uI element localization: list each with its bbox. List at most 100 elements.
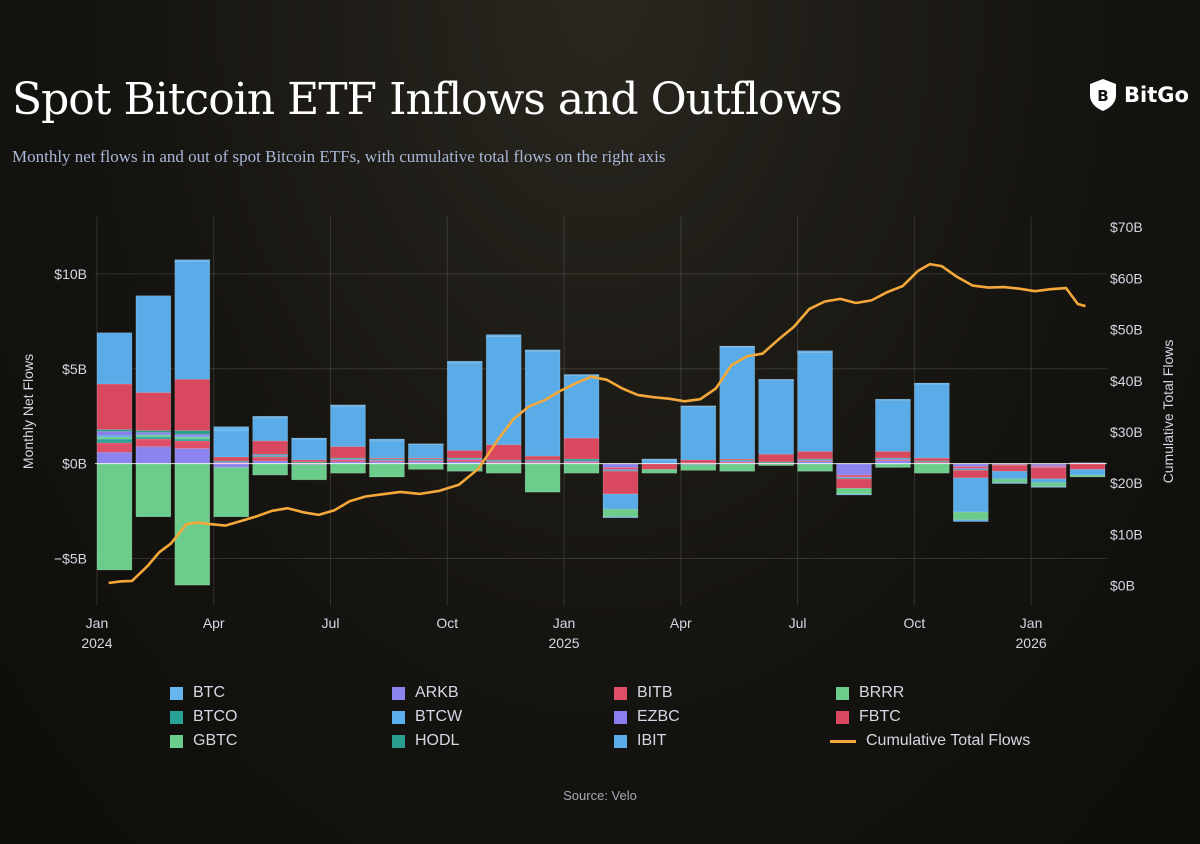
y2-tick-label: $0B: [1110, 578, 1135, 594]
legend-label: BTC: [193, 684, 225, 701]
legend-item-bitb[interactable]: BITB: [614, 684, 673, 702]
legend-item-btc[interactable]: BTC: [170, 684, 225, 702]
legend-label: ARKB: [415, 684, 459, 701]
bar-segment-fbtc: [991, 465, 1028, 472]
bar-segment-gbtc: [252, 463, 288, 476]
x-tick-label: Apr: [670, 615, 692, 631]
bar-segment-ibit: [914, 383, 950, 459]
bar-segment-bitb: [174, 440, 211, 449]
bar-segment-btc: [252, 415, 288, 419]
x-tick-label: Jul: [789, 615, 807, 631]
bar-segment-hodl: [485, 459, 522, 462]
bar-segment-ibit: [602, 493, 639, 510]
legend-item-cumulative[interactable]: Cumulative Total Flows: [830, 732, 1030, 750]
bar-segment-fbtc: [602, 470, 639, 495]
bar-segment-fbtc: [914, 457, 950, 462]
y2-tick-label: $10B: [1110, 526, 1143, 542]
bar-segment-gbtc: [213, 467, 249, 518]
bar-segment-fbtc: [447, 450, 483, 459]
legend-swatch: [836, 710, 849, 724]
flows-chart: $10B $5B $0B −$5B Jan 2024 Apr Jul Oct Jan 2025 Apr…: [20, 219, 1176, 651]
legend-line-swatch: [830, 739, 856, 743]
legend-item-arkb[interactable]: ARKB: [392, 684, 459, 702]
x-tick-label-year: 2026: [1016, 635, 1047, 651]
legend-item-btco[interactable]: BTCO: [170, 708, 237, 726]
y-axis-label: Monthly Net Flows: [20, 354, 36, 469]
bar-segment-btc: [447, 360, 483, 364]
legend-label: GBTC: [193, 732, 238, 749]
legend-swatch: [392, 734, 405, 748]
bar-segment-fbtc: [213, 456, 249, 462]
bar-segment-btc: [680, 405, 717, 408]
bar-segment-ibit: [1030, 478, 1067, 483]
y2-axis-label: Cumulative Total Flows: [1160, 340, 1176, 484]
brand-logo-text: BitGo: [1124, 83, 1189, 107]
bar-segment-fbtc: [641, 463, 678, 470]
bar-segment-ibit: [96, 332, 133, 385]
legend-label: HODL: [415, 732, 460, 749]
legend-label: IBIT: [637, 732, 667, 749]
bar-segment-arkb: [213, 463, 249, 468]
bar-segment-btc: [758, 378, 794, 381]
y2-tick-label: $30B: [1110, 424, 1143, 440]
bar-segment-ibit: [991, 470, 1028, 480]
bar-segment-gbtc: [602, 508, 639, 518]
bar-segment-gbtc: [1030, 482, 1067, 487]
bar-segment-gbtc: [953, 511, 989, 520]
bar-segment-fbtc: [252, 440, 288, 455]
bar-segment-gbtc: [719, 463, 755, 472]
bar-segment-ibit: [797, 352, 833, 452]
bar-segment-gbtc: [914, 463, 950, 474]
bar-segment-gbtc: [369, 463, 405, 478]
y2-tick-label: $60B: [1110, 270, 1143, 286]
bar-segment-fbtc: [174, 378, 211, 431]
legend-swatch: [392, 686, 405, 700]
legend-item-brrr[interactable]: BRRR: [836, 684, 904, 702]
bar-segment-bitb: [135, 438, 172, 447]
bar-segment-ibit: [719, 346, 755, 460]
bar-segment-hodl: [135, 430, 172, 433]
bar-segment-btc: [408, 443, 444, 446]
legend-swatch: [614, 734, 627, 748]
y2-tick-label: $70B: [1110, 219, 1143, 235]
x-tick-label: Jan: [86, 615, 109, 631]
legend-item-ezbc[interactable]: EZBC: [614, 708, 680, 726]
brand-logo: B BitGo: [1088, 78, 1189, 112]
bar-segment-ibit: [252, 417, 288, 442]
legend-item-hodl[interactable]: HODL: [392, 732, 459, 750]
bar-segment-ibit: [875, 399, 911, 452]
bar-segment-ibit: [174, 261, 211, 380]
legend-item-fbtc[interactable]: FBTC: [836, 708, 901, 726]
bar-segment-btc: [836, 493, 872, 496]
svg-text:B: B: [1097, 87, 1108, 105]
bar-segment-btc: [914, 382, 950, 385]
bar-segment-ibit: [291, 438, 327, 461]
bar-segment-btc: [1030, 486, 1067, 488]
bar-segment-ibit: [485, 336, 522, 446]
x-tick-label: Oct: [903, 615, 925, 631]
legend-item-ibit[interactable]: IBIT: [614, 732, 666, 750]
legend-item-btcw[interactable]: BTCW: [392, 708, 462, 726]
bar-segment-gbtc: [991, 478, 1028, 483]
bar-segment-btco: [96, 438, 133, 444]
bar-segment-arkb: [602, 463, 639, 468]
bar-segment-btc: [174, 259, 211, 262]
legend-label: BTCO: [193, 708, 238, 725]
bar-segment-fbtc: [524, 455, 561, 461]
bar-segment-btcw: [174, 435, 211, 438]
legend-swatch: [170, 710, 183, 724]
legend-label: Cumulative Total Flows: [866, 732, 1031, 749]
bar-segment-gbtc: [524, 463, 561, 493]
bar-segment-btc: [953, 519, 989, 522]
legend-item-gbtc[interactable]: GBTC: [170, 732, 237, 750]
bar-segment-gbtc: [408, 463, 444, 470]
bar-segment-btc: [602, 516, 639, 519]
bar-segment-btco: [174, 438, 211, 442]
bar-segment-ibit: [447, 362, 483, 451]
bar-segment-arkb: [174, 448, 211, 464]
bar-segment-btc: [641, 458, 678, 461]
bar-segment-ibit: [408, 444, 444, 459]
legend-swatch: [836, 686, 849, 700]
bar-segment-gbtc: [875, 463, 911, 468]
bar-segment-ibit: [641, 459, 678, 464]
